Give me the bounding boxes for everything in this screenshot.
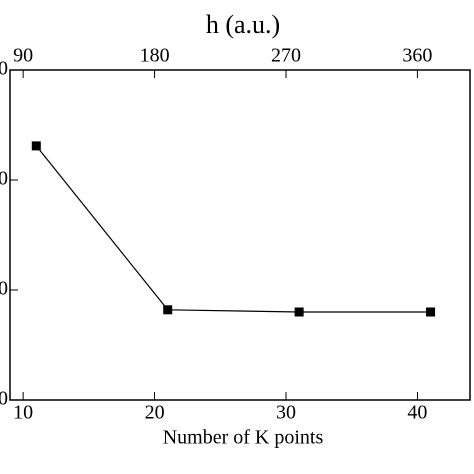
y-tick-label: 30 xyxy=(0,168,8,190)
series-line xyxy=(35,145,431,313)
y-tick-label: 40 xyxy=(0,58,8,80)
x-tick-label: 30 xyxy=(276,402,296,424)
top-tick-label: 270 xyxy=(271,45,301,67)
marker xyxy=(163,305,173,315)
marker xyxy=(426,307,436,317)
top-axis-title: h (a.u.) xyxy=(206,10,280,39)
plot-frame xyxy=(9,69,471,401)
top-tick-label: 90 xyxy=(13,45,33,67)
top-tick-label: 180 xyxy=(140,45,170,67)
marker xyxy=(31,141,41,151)
x-tick-label: 10 xyxy=(13,402,33,424)
x-tick-label: 40 xyxy=(407,402,427,424)
marker xyxy=(294,307,304,317)
y-tick-label: 20 xyxy=(0,278,8,300)
top-tick-label: 360 xyxy=(402,45,432,67)
x-axis-title: Number of K points xyxy=(163,427,324,449)
y-tick-label: 10 xyxy=(0,388,8,410)
x-tick-label: 20 xyxy=(145,402,165,424)
